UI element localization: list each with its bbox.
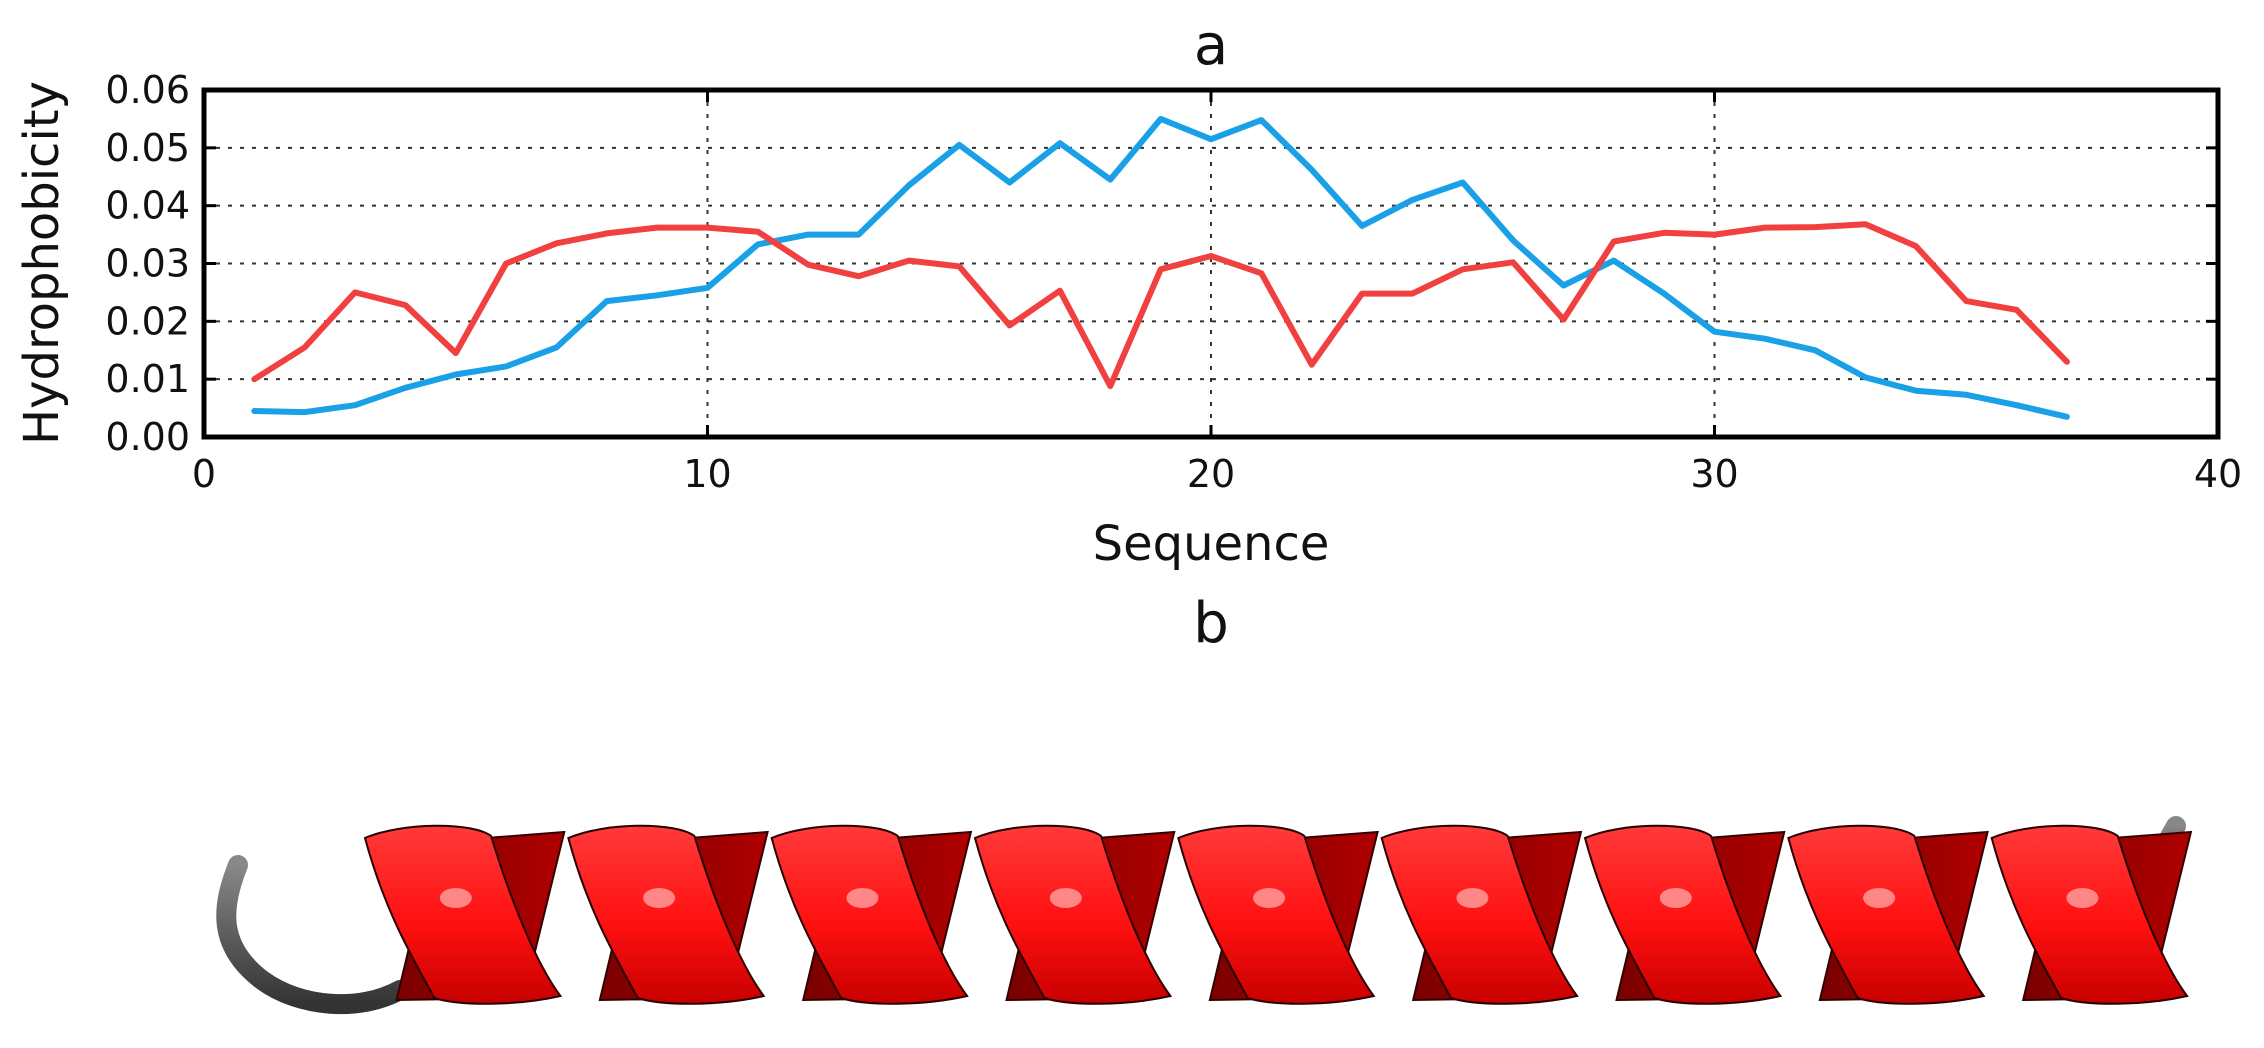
x-tick-label: 20	[1187, 452, 1235, 496]
x-tick-label: 40	[2194, 452, 2242, 496]
x-tick-label: 10	[683, 452, 731, 496]
helix-highlight	[1253, 888, 1286, 908]
helix-front-ribbon	[567, 824, 766, 1005]
series-line-2	[251, 221, 2070, 390]
grid-lines	[204, 90, 2218, 437]
y-tick-label: 0.03	[105, 242, 190, 286]
series-line-1	[251, 115, 2070, 420]
helix-highlight	[643, 888, 676, 908]
y-tick-labels: 0.00 0.01 0.02 0.03 0.04 0.05 0.06	[105, 68, 190, 459]
y-tick-label: 0.02	[105, 299, 190, 343]
helix-front-ribbon	[770, 824, 969, 1005]
n-terminal-coil	[216, 855, 410, 1015]
helix-highlight	[439, 888, 472, 908]
helix-highlight	[846, 888, 879, 908]
helix-front-ribbon	[363, 824, 563, 1005]
y-axis-label: Hydrophobicity	[14, 81, 70, 445]
helix-turns	[363, 824, 2193, 1005]
x-tick-label: 30	[1690, 452, 1738, 496]
helix-highlight	[1456, 888, 1489, 908]
y-tick-label: 0.01	[105, 357, 190, 401]
x-axis-label: Sequence	[1093, 516, 1330, 572]
alpha-helix-illustration	[216, 816, 2193, 1015]
helix-front-ribbon	[1583, 824, 1783, 1005]
y-tick-label: 0.04	[105, 184, 190, 228]
helix-highlight	[1049, 888, 1082, 908]
panel-a-label: a	[1194, 13, 1228, 78]
y-tick-label: 0.00	[105, 415, 190, 459]
helix-highlight	[1863, 888, 1896, 908]
axis-ticks	[202, 88, 2220, 439]
y-tick-label: 0.05	[105, 126, 190, 170]
panel-b-label: b	[1193, 591, 1229, 656]
x-tick-label: 0	[192, 452, 216, 496]
helix-front-ribbon	[973, 824, 1173, 1005]
series-layer	[251, 115, 2070, 420]
helix-front-ribbon	[1380, 824, 1579, 1005]
x-tick-labels: 0 10 20 30 40	[192, 452, 2242, 496]
helix-front-ribbon	[1177, 824, 1376, 1005]
line-plot: 0 10 20 30 40 0.00 0.01 0.02 0.03 0.04 0.05 0.06	[105, 68, 2242, 496]
y-tick-label: 0.06	[105, 68, 190, 112]
helix-front-ribbon	[1990, 824, 2189, 1005]
helix-highlight	[2066, 888, 2099, 908]
helix-front-ribbon	[1787, 824, 1986, 1005]
helix-highlight	[1659, 888, 1692, 908]
